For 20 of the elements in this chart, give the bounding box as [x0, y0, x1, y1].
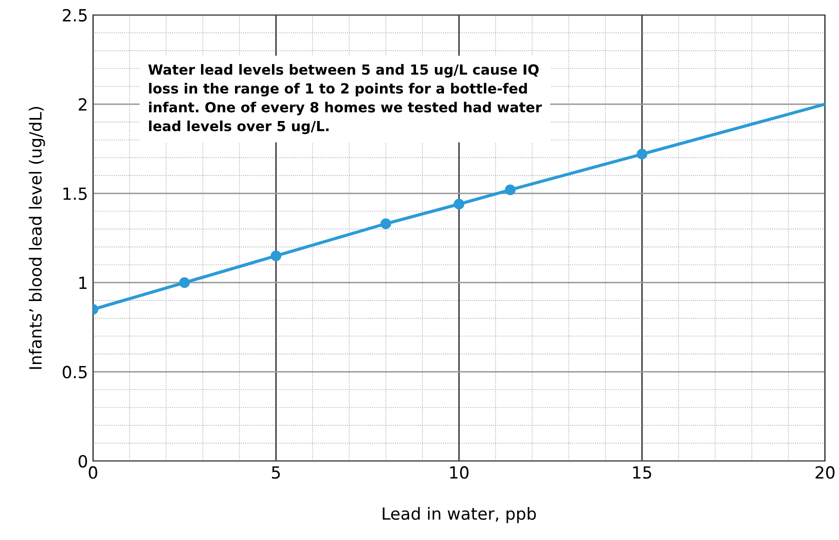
- y-tick-label: 0.5: [62, 366, 87, 378]
- y-tick-label: 2.5: [62, 8, 87, 22]
- x-tick-label: 15: [633, 466, 652, 479]
- y-tick-label: 1.5: [63, 188, 87, 200]
- y-tick-label: 1: [79, 276, 87, 289]
- point: [636, 148, 648, 160]
- point: [454, 198, 464, 210]
- annotation: Water lead levels between 5 and 15 ug/L cause IQ loss in the range of 1 to 2 points for a bottle-fed infant. One of every 8 homes we tested had water lead levels over 5 ug/L.: [148, 64, 542, 134]
- point: [504, 184, 516, 196]
- y-tick-label: 2: [78, 98, 86, 111]
- x-tick-label: 20: [816, 466, 834, 479]
- point: [179, 277, 190, 288]
- x-axis-title: Lead in water, ppb: [382, 506, 536, 524]
- x-tick-label: 5: [272, 466, 280, 479]
- point: [270, 250, 282, 262]
- y-tick-label: 0: [78, 454, 88, 468]
- x-tick-label: 10: [450, 466, 468, 479]
- x-tick-label: 0: [88, 466, 98, 479]
- point: [380, 218, 392, 230]
- y-axis-title: Infants’ blood lead level (ug/dL): [28, 106, 45, 369]
